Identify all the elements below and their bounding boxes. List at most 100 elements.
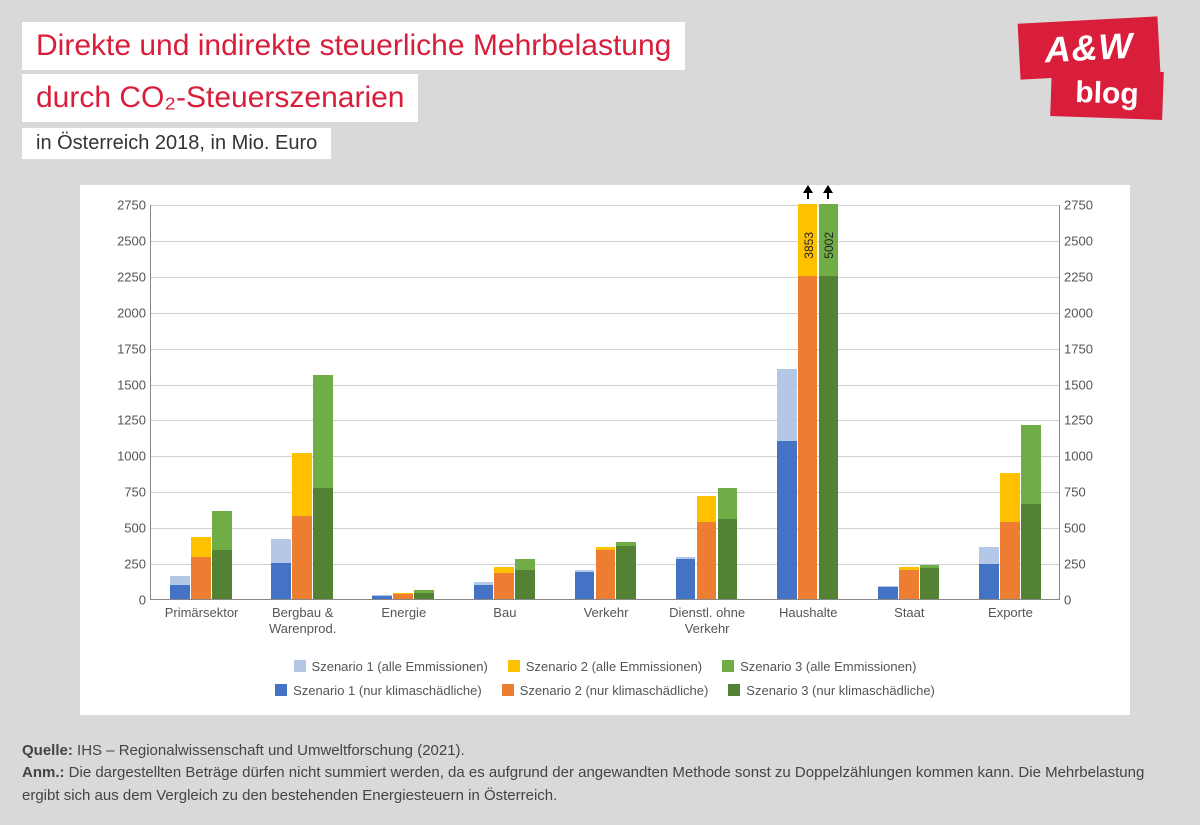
bar-climate-only — [596, 550, 616, 599]
gridline — [151, 385, 1059, 386]
bar-climate-only — [271, 563, 291, 599]
bar-climate-only — [718, 519, 738, 599]
y-axis-label-right: 2250 — [1064, 270, 1104, 283]
y-axis-label-left: 1000 — [106, 450, 146, 463]
legend-label: Szenario 1 (nur klimaschädliche) — [293, 683, 482, 698]
bar-climate-only — [292, 516, 312, 599]
y-axis-label-left: 2750 — [106, 199, 146, 212]
title-block: Direkte und indirekte steuerliche Mehrbe… — [22, 22, 685, 159]
y-axis-label-left: 1750 — [106, 342, 146, 355]
y-axis-label-right: 750 — [1064, 486, 1104, 499]
y-axis-label-left: 2250 — [106, 270, 146, 283]
y-axis-label-right: 2750 — [1064, 199, 1104, 212]
gridline — [151, 313, 1059, 314]
footer: Quelle: IHS – Regionalwissenschaft und U… — [22, 740, 1178, 808]
legend-swatch — [294, 660, 306, 672]
legend-row-2: Szenario 1 (nur klimaschädliche) Szenario… — [150, 683, 1060, 700]
y-axis-label-right: 1000 — [1064, 450, 1104, 463]
title-line-2: durch CO₂-Steuerszenarien — [22, 74, 418, 122]
y-axis-label-left: 1250 — [106, 414, 146, 427]
overflow-arrow-icon — [803, 185, 813, 204]
logo-bottom-text: blog — [1050, 68, 1164, 120]
footer-note-label: Anm.: — [22, 764, 65, 781]
gridline — [151, 528, 1059, 529]
legend-swatch — [722, 660, 734, 672]
legend-label: Szenario 2 (alle Emmissionen) — [526, 659, 702, 674]
bar-climate-only — [1021, 504, 1041, 599]
legend-item: Szenario 3 (alle Emmissionen) — [722, 659, 916, 674]
x-axis-label: Haushalte — [779, 605, 838, 621]
bar-climate-only — [777, 441, 797, 599]
x-axis-label: Exporte — [988, 605, 1033, 621]
bar-climate-only — [697, 522, 717, 599]
bar-climate-only — [414, 593, 434, 599]
y-axis-label-right: 0 — [1064, 594, 1104, 607]
bar-climate-only — [494, 573, 514, 599]
y-axis-label-left: 2000 — [106, 306, 146, 319]
overflow-arrow-icon — [823, 185, 833, 204]
y-axis-label-right: 1750 — [1064, 342, 1104, 355]
legend-swatch — [502, 684, 514, 696]
y-axis-label-right: 250 — [1064, 558, 1104, 571]
bar-climate-only — [920, 568, 940, 599]
footer-source-label: Quelle: — [22, 742, 73, 759]
y-axis-label-left: 500 — [106, 522, 146, 535]
y-axis-label-left: 250 — [106, 558, 146, 571]
bar-climate-only — [979, 564, 999, 599]
bar-climate-only — [676, 559, 696, 599]
footer-source-text: IHS – Regionalwissenschaft und Umweltfor… — [73, 742, 465, 759]
gridline — [151, 420, 1059, 421]
y-axis-label-right: 500 — [1064, 522, 1104, 535]
y-axis-label-left: 2500 — [106, 234, 146, 247]
legend-item: Szenario 1 (nur klimaschädliche) — [275, 683, 482, 698]
gridline — [151, 205, 1059, 206]
legend-item: Szenario 3 (nur klimaschädliche) — [728, 683, 935, 698]
bar-climate-only — [212, 550, 232, 599]
legend-label: Szenario 2 (nur klimaschädliche) — [520, 683, 709, 698]
bar-climate-only — [575, 572, 595, 599]
gridline — [151, 456, 1059, 457]
bar-climate-only — [878, 587, 898, 599]
overflow-value-label: 5002 — [822, 232, 836, 259]
gridline — [151, 349, 1059, 350]
legend-label: Szenario 3 (nur klimaschädliche) — [746, 683, 935, 698]
legend-label: Szenario 3 (alle Emmissionen) — [740, 659, 916, 674]
x-axis-label: Bau — [493, 605, 516, 621]
x-axis-label: Staat — [894, 605, 924, 621]
gridline — [151, 492, 1059, 493]
bar-climate-only — [515, 570, 535, 599]
legend-swatch — [728, 684, 740, 696]
y-axis-label-right: 2000 — [1064, 306, 1104, 319]
bar-climate-only — [393, 594, 413, 599]
bar-climate-only — [313, 488, 333, 599]
y-axis-label-left: 0 — [106, 594, 146, 607]
y-axis-label-left: 750 — [106, 486, 146, 499]
legend-item: Szenario 1 (alle Emmissionen) — [294, 659, 488, 674]
plot-area: 0025025050050075075010001000125012501500… — [150, 205, 1060, 600]
bar-climate-only — [798, 276, 818, 599]
title-line-1: Direkte und indirekte steuerliche Mehrbe… — [22, 22, 685, 70]
bar-climate-only — [1000, 522, 1020, 599]
bar-climate-only — [819, 276, 839, 599]
legend-swatch — [508, 660, 520, 672]
x-axis-label: Primärsektor — [165, 605, 239, 621]
legend-item: Szenario 2 (nur klimaschädliche) — [502, 683, 709, 698]
gridline — [151, 277, 1059, 278]
bar-climate-only — [372, 596, 392, 599]
y-axis-label-right: 1250 — [1064, 414, 1104, 427]
bar-climate-only — [191, 557, 211, 599]
legend-label: Szenario 1 (alle Emmissionen) — [312, 659, 488, 674]
y-axis-label-right: 1500 — [1064, 378, 1104, 391]
y-axis-label-left: 1500 — [106, 378, 146, 391]
bar-climate-only — [474, 585, 494, 599]
footer-note-text: Die dargestellten Beträge dürfen nicht s… — [22, 764, 1144, 804]
x-axis-label: Verkehr — [584, 605, 629, 621]
x-axis-label: Energie — [381, 605, 426, 621]
legend-item: Szenario 2 (alle Emmissionen) — [508, 659, 702, 674]
x-axis-label: Dienstl. ohne Verkehr — [669, 605, 745, 636]
y-axis-label-right: 2500 — [1064, 234, 1104, 247]
legend-swatch — [275, 684, 287, 696]
bar-climate-only — [170, 585, 190, 599]
gridline — [151, 241, 1059, 242]
subtitle: in Österreich 2018, in Mio. Euro — [22, 128, 331, 159]
